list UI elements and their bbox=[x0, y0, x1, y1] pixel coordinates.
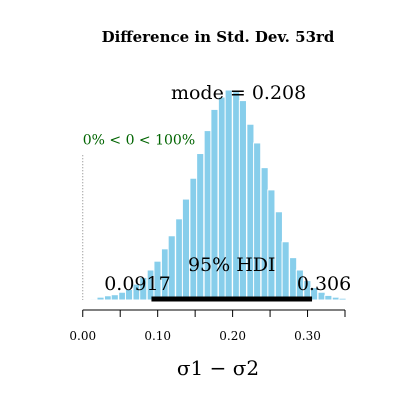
x-axis: 0.00 0.10 0.20 0.30 bbox=[69, 309, 346, 343]
x-tick-label: 0.10 bbox=[144, 329, 171, 343]
histogram-bar bbox=[289, 257, 298, 301]
hdi-low-label: 0.0917 bbox=[104, 273, 170, 295]
histogram-bar bbox=[89, 298, 98, 301]
histogram-bars bbox=[89, 89, 355, 301]
histogram-bar bbox=[96, 296, 105, 301]
histogram-bar bbox=[346, 298, 355, 301]
comparison-text: 0% < 0 < 100% bbox=[83, 133, 195, 149]
histogram-bar bbox=[103, 295, 113, 301]
histogram-bar bbox=[274, 211, 283, 301]
histogram-bar bbox=[331, 296, 340, 301]
x-tick-label: 0.30 bbox=[294, 329, 321, 343]
histogram-bar bbox=[267, 189, 276, 301]
hdi-label: 95% HDI bbox=[188, 254, 276, 276]
histogram-bar bbox=[281, 241, 290, 301]
histogram-bar bbox=[189, 177, 198, 301]
histogram-bar bbox=[253, 142, 262, 301]
x-tick-label: 0.20 bbox=[219, 329, 246, 343]
histogram-bar bbox=[260, 167, 269, 301]
hdi-high-label: 0.306 bbox=[297, 273, 351, 295]
histogram-bar bbox=[175, 218, 184, 301]
histogram-bar bbox=[324, 294, 333, 301]
x-axis-label: σ1 − σ2 bbox=[177, 356, 259, 380]
histogram-bar bbox=[181, 198, 191, 301]
mode-label: mode = 0.208 bbox=[171, 82, 306, 104]
histogram-bar bbox=[110, 294, 119, 301]
histogram-bar bbox=[338, 297, 347, 301]
chart-title: Difference in Std. Dev. 53rd bbox=[102, 28, 335, 46]
histogram-bar bbox=[196, 153, 205, 301]
x-tick-label: 0.00 bbox=[69, 329, 96, 343]
